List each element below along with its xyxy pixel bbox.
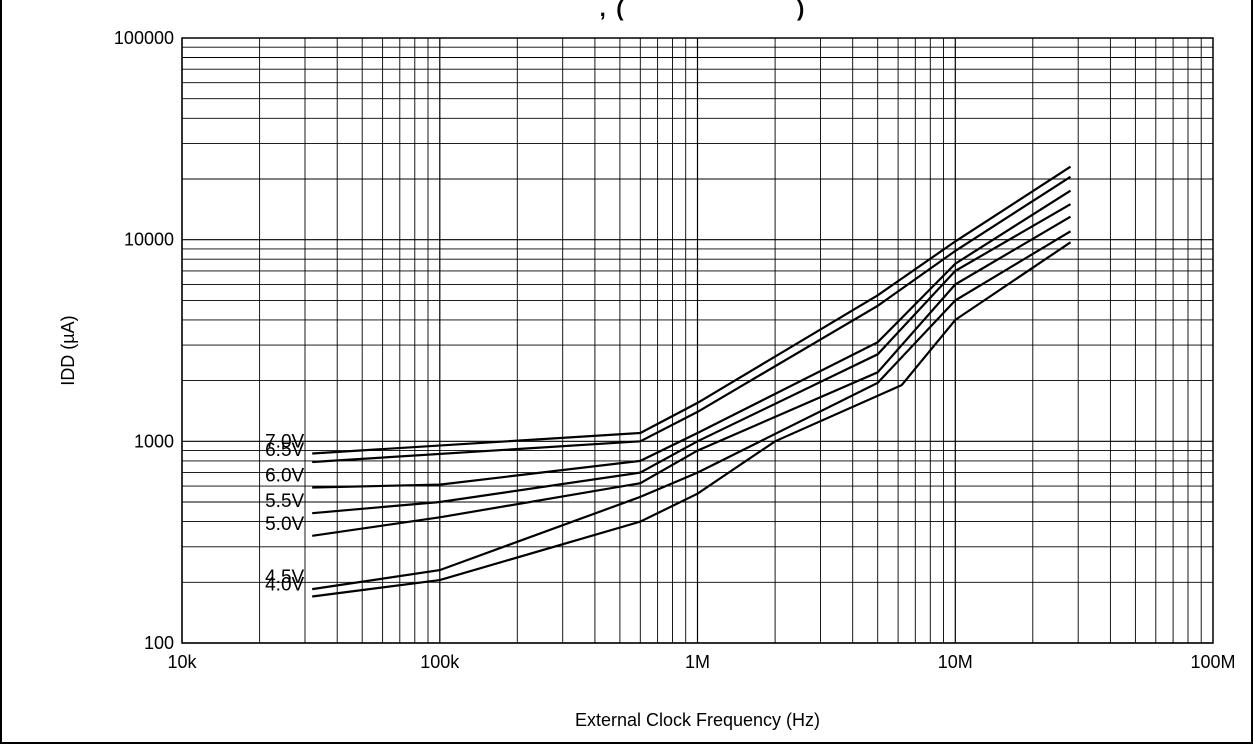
series-line-4_0V xyxy=(312,241,1072,598)
curve-label: 7.0V xyxy=(265,432,304,453)
series-line-6_5V xyxy=(312,175,1072,464)
x-tick-label: 1M xyxy=(685,652,710,672)
curve-label: 6.5V xyxy=(265,440,304,461)
x-tick-label: 100k xyxy=(420,652,460,672)
x-tick-label: 100M xyxy=(1190,652,1235,672)
series-layer xyxy=(312,165,1072,598)
x-axis-title: External Clock Frequency (Hz) xyxy=(575,710,820,730)
y-tick-label: 100 xyxy=(144,633,174,653)
y-tick-label: 100000 xyxy=(114,28,174,48)
curve-label: 4.0V xyxy=(265,575,304,596)
series-line-5_5V xyxy=(312,203,1072,515)
y-tick-label: 1000 xyxy=(134,431,174,451)
plot-border xyxy=(181,37,1214,644)
chart-title-fragment: , ( ) xyxy=(600,0,805,21)
x-tick-label: 10M xyxy=(938,652,973,672)
y-tick-label: 10000 xyxy=(124,230,174,250)
curve-label: 6.0V xyxy=(265,466,304,487)
series-line-4_5V xyxy=(312,230,1072,591)
series-line-6_0V xyxy=(312,189,1072,489)
series-line-7_0V xyxy=(312,165,1072,455)
x-tick-label: 10k xyxy=(167,652,197,672)
curve-label: 4.5V xyxy=(265,567,304,588)
y-axis-title: IDD (µA) xyxy=(58,315,78,385)
grid xyxy=(181,38,1213,644)
curve-label: 5.5V xyxy=(265,491,304,512)
curve-label: 5.0V xyxy=(265,514,304,535)
curve-labels: 7.0V6.5V 6.0V 5.5V5.0V 4.5V4.0V xyxy=(265,432,304,596)
series-line-5_0V xyxy=(312,215,1072,537)
tick-labels: 10k 100k 1M 10M 100M 100 1000 10000 100000 xyxy=(114,28,1236,672)
